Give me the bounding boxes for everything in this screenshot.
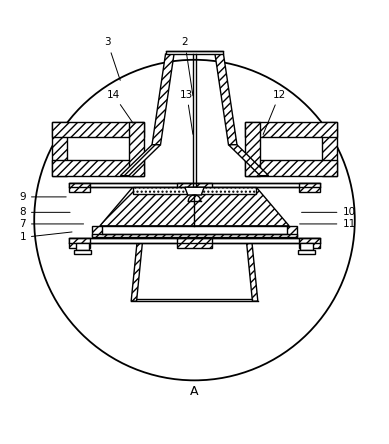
Polygon shape — [245, 122, 337, 137]
Polygon shape — [69, 183, 90, 192]
Polygon shape — [299, 183, 320, 192]
Polygon shape — [52, 122, 67, 176]
Text: 13: 13 — [180, 90, 193, 134]
Polygon shape — [247, 243, 258, 301]
Polygon shape — [166, 51, 223, 54]
Polygon shape — [245, 122, 260, 176]
Polygon shape — [287, 226, 297, 238]
Text: 10: 10 — [301, 207, 356, 218]
Polygon shape — [322, 122, 337, 176]
Polygon shape — [74, 250, 91, 254]
Polygon shape — [185, 187, 204, 195]
Polygon shape — [300, 243, 313, 250]
Text: 12: 12 — [263, 90, 286, 135]
Text: 8: 8 — [19, 207, 70, 218]
Polygon shape — [120, 145, 161, 176]
Polygon shape — [299, 238, 320, 248]
Polygon shape — [69, 238, 320, 243]
Polygon shape — [152, 54, 174, 145]
Polygon shape — [177, 183, 212, 192]
Text: 2: 2 — [182, 37, 193, 95]
Polygon shape — [177, 238, 212, 248]
Polygon shape — [245, 160, 337, 176]
Polygon shape — [92, 234, 297, 238]
Text: 11: 11 — [300, 219, 356, 229]
Text: 9: 9 — [19, 192, 66, 202]
Polygon shape — [131, 243, 142, 301]
Polygon shape — [129, 122, 144, 176]
Polygon shape — [228, 145, 269, 176]
Polygon shape — [133, 187, 256, 194]
Polygon shape — [52, 122, 144, 137]
Polygon shape — [100, 187, 289, 226]
Polygon shape — [298, 250, 315, 254]
Polygon shape — [215, 54, 237, 145]
Text: 7: 7 — [19, 219, 84, 229]
Polygon shape — [69, 238, 90, 248]
Polygon shape — [92, 226, 102, 238]
Text: 14: 14 — [107, 90, 133, 123]
Polygon shape — [76, 243, 89, 250]
Text: 3: 3 — [104, 37, 120, 80]
Text: 1: 1 — [19, 232, 72, 242]
Polygon shape — [69, 183, 320, 187]
Polygon shape — [52, 160, 144, 176]
Text: A: A — [190, 385, 199, 398]
